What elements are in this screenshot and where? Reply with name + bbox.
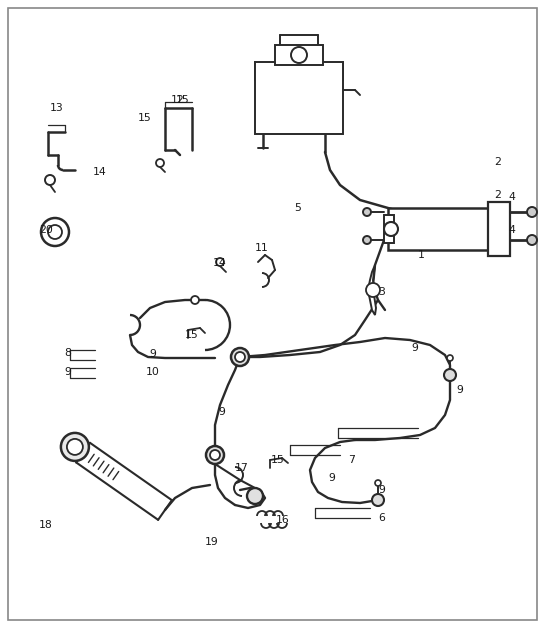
Text: 4: 4	[508, 225, 516, 235]
Circle shape	[444, 369, 456, 381]
Bar	[388, 208, 493, 250]
Text: 2: 2	[494, 157, 501, 167]
Circle shape	[61, 433, 89, 461]
Polygon shape	[368, 265, 376, 315]
Text: 11: 11	[255, 243, 269, 253]
Text: 18: 18	[39, 520, 53, 530]
Text: 2: 2	[494, 190, 501, 200]
Circle shape	[206, 446, 224, 464]
Circle shape	[41, 218, 69, 246]
Text: 4: 4	[508, 192, 516, 202]
Text: 9: 9	[379, 485, 385, 495]
Text: 6: 6	[379, 513, 385, 523]
Text: 1: 1	[417, 250, 425, 260]
Text: 9: 9	[329, 473, 335, 483]
Text: 14: 14	[213, 258, 227, 268]
Bar	[488, 202, 510, 256]
Circle shape	[247, 488, 263, 504]
Bar	[384, 215, 394, 243]
Text: 15: 15	[271, 455, 285, 465]
Text: 19: 19	[205, 537, 219, 547]
Text: 3: 3	[379, 287, 385, 297]
Circle shape	[363, 208, 371, 216]
Text: 20: 20	[39, 225, 53, 235]
Text: 14: 14	[93, 167, 107, 177]
Circle shape	[363, 236, 371, 244]
Text: 17: 17	[235, 463, 249, 473]
Circle shape	[372, 494, 384, 506]
Text: 15: 15	[176, 95, 190, 105]
Circle shape	[48, 225, 62, 239]
Text: 9: 9	[219, 407, 226, 417]
Circle shape	[366, 283, 380, 297]
Circle shape	[231, 348, 249, 366]
Bar	[255, 62, 343, 134]
Text: 5: 5	[294, 203, 301, 213]
Circle shape	[156, 159, 164, 167]
Circle shape	[67, 439, 83, 455]
Text: 9: 9	[64, 367, 71, 377]
Text: 9: 9	[411, 343, 419, 353]
Text: 13: 13	[50, 103, 64, 113]
Text: 15: 15	[138, 113, 152, 123]
Text: 9: 9	[457, 385, 463, 395]
Circle shape	[384, 222, 398, 236]
Circle shape	[527, 207, 537, 217]
Text: 15: 15	[185, 330, 199, 340]
Text: 10: 10	[146, 367, 160, 377]
Circle shape	[447, 355, 453, 361]
Circle shape	[216, 258, 224, 266]
Text: 16: 16	[276, 515, 290, 525]
Circle shape	[191, 296, 199, 304]
Circle shape	[235, 352, 245, 362]
Circle shape	[45, 175, 55, 185]
Circle shape	[527, 235, 537, 245]
Circle shape	[375, 480, 381, 486]
Circle shape	[210, 450, 220, 460]
Text: 9: 9	[149, 349, 156, 359]
Bar	[275, 45, 323, 65]
Text: 8: 8	[64, 348, 71, 358]
Text: 7: 7	[349, 455, 355, 465]
Text: 12: 12	[171, 95, 185, 105]
